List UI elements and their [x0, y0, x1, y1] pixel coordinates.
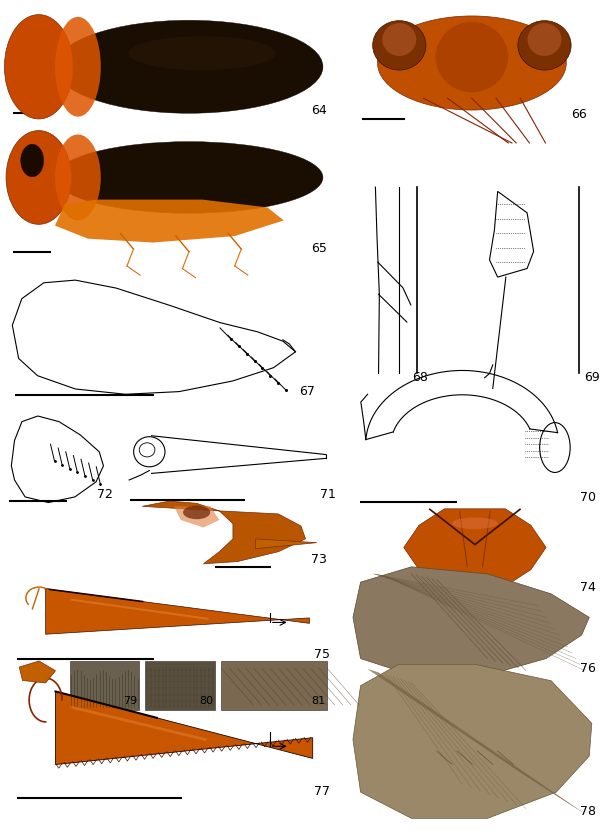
Text: 73: 73: [311, 554, 327, 566]
FancyBboxPatch shape: [145, 661, 215, 710]
Text: 66: 66: [571, 108, 587, 121]
Polygon shape: [142, 501, 306, 564]
FancyBboxPatch shape: [70, 661, 139, 710]
Text: 71: 71: [320, 489, 336, 501]
Ellipse shape: [4, 14, 73, 119]
Polygon shape: [174, 507, 219, 528]
Text: 74: 74: [580, 581, 596, 594]
Text: 64: 64: [311, 104, 327, 117]
Ellipse shape: [382, 23, 416, 56]
Ellipse shape: [378, 16, 566, 110]
Ellipse shape: [55, 142, 323, 213]
Ellipse shape: [528, 23, 561, 56]
Ellipse shape: [21, 144, 44, 176]
Polygon shape: [56, 691, 313, 764]
Ellipse shape: [6, 130, 71, 224]
Ellipse shape: [518, 21, 571, 70]
Polygon shape: [404, 509, 546, 593]
FancyBboxPatch shape: [221, 661, 327, 710]
Text: 75: 75: [314, 648, 330, 661]
Ellipse shape: [128, 36, 276, 71]
Polygon shape: [353, 567, 589, 675]
Text: 69: 69: [584, 371, 600, 384]
Ellipse shape: [183, 506, 211, 519]
Text: 70: 70: [580, 491, 596, 504]
Text: 77: 77: [314, 785, 330, 798]
Ellipse shape: [55, 20, 323, 113]
Text: 81: 81: [312, 696, 325, 706]
Ellipse shape: [55, 17, 101, 117]
Ellipse shape: [436, 22, 508, 92]
Polygon shape: [255, 539, 317, 549]
Text: 76: 76: [580, 663, 596, 675]
Ellipse shape: [373, 21, 426, 70]
Text: 67: 67: [299, 386, 315, 398]
Text: 78: 78: [580, 806, 596, 818]
Text: 72: 72: [97, 489, 113, 501]
Polygon shape: [19, 661, 56, 683]
Polygon shape: [353, 664, 592, 818]
Polygon shape: [55, 200, 284, 243]
Text: 80: 80: [199, 696, 213, 706]
Polygon shape: [45, 589, 309, 634]
Text: 68: 68: [412, 371, 428, 384]
Ellipse shape: [452, 517, 498, 529]
Text: 65: 65: [311, 243, 327, 255]
Ellipse shape: [55, 134, 101, 220]
Text: 79: 79: [123, 696, 137, 706]
